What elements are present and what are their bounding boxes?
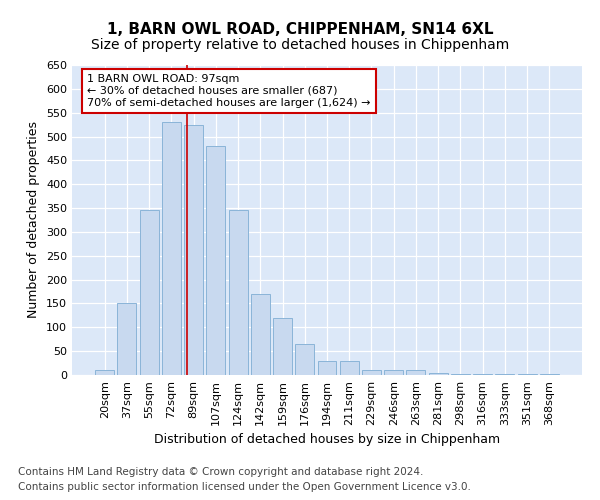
Bar (251, 294, 270, 375)
X-axis label: Distribution of detached houses by size in Chippenham: Distribution of detached houses by size … (154, 434, 500, 446)
Bar (295, 344, 314, 375)
Bar (118, 304, 136, 375)
Bar (95, 370, 114, 375)
Bar (406, 370, 425, 375)
Bar (451, 374, 470, 375)
Bar (206, 146, 225, 375)
Text: 1, BARN OWL ROAD, CHIPPENHAM, SN14 6XL: 1, BARN OWL ROAD, CHIPPENHAM, SN14 6XL (107, 22, 493, 38)
Bar (317, 360, 337, 375)
Text: Contains HM Land Registry data © Crown copyright and database right 2024.: Contains HM Land Registry data © Crown c… (18, 467, 424, 477)
Bar (473, 374, 492, 375)
Bar (384, 370, 403, 375)
Y-axis label: Number of detached properties: Number of detached properties (28, 122, 40, 318)
Text: Contains public sector information licensed under the Open Government Licence v3: Contains public sector information licen… (18, 482, 471, 492)
Bar (518, 374, 536, 375)
Bar (140, 210, 158, 375)
Bar (362, 370, 381, 375)
Text: Size of property relative to detached houses in Chippenham: Size of property relative to detached ho… (91, 38, 509, 52)
Text: 1 BARN OWL ROAD: 97sqm
← 30% of detached houses are smaller (687)
70% of semi-de: 1 BARN OWL ROAD: 97sqm ← 30% of detached… (88, 74, 371, 108)
Bar (496, 374, 514, 375)
Bar (229, 210, 248, 375)
Bar (273, 318, 292, 375)
Bar (162, 122, 181, 375)
Bar (184, 124, 203, 375)
Bar (540, 374, 559, 375)
Bar (340, 360, 359, 375)
Bar (429, 372, 448, 375)
